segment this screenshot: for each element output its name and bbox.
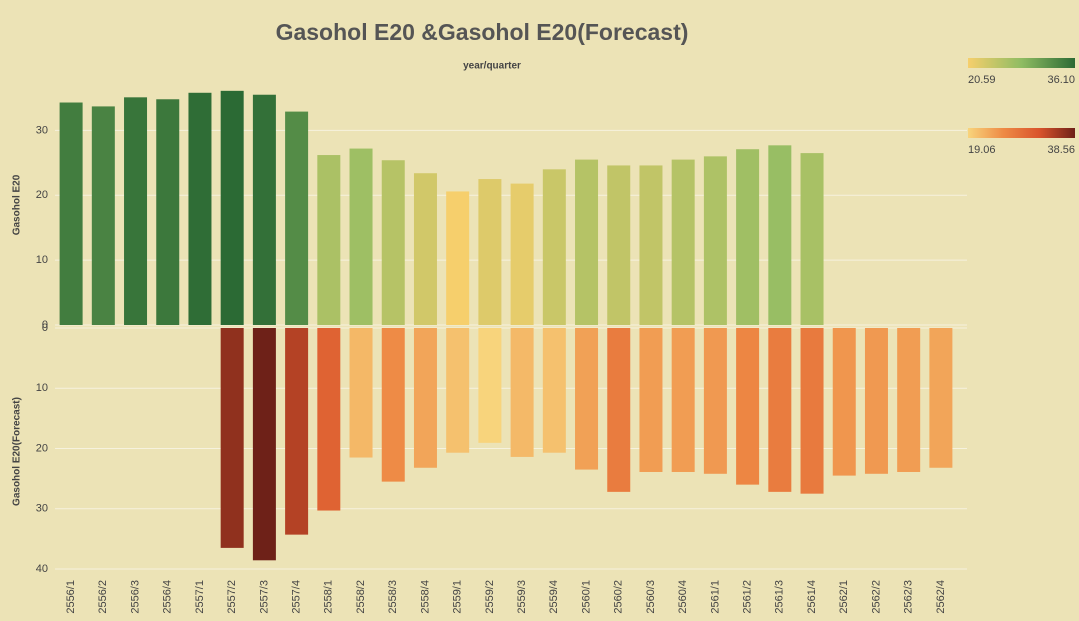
bar — [59, 102, 83, 325]
bar — [800, 153, 824, 325]
x-tick-label: 2557/4 — [291, 580, 303, 614]
bar — [832, 328, 856, 476]
x-tick-label: 2561/1 — [709, 580, 721, 614]
x-tick-label: 2557/3 — [258, 580, 270, 614]
x-tick-label: 2558/4 — [419, 580, 431, 614]
bar — [768, 145, 792, 325]
x-tick-label: 2556/4 — [162, 580, 174, 614]
x-tick-label: 2560/1 — [580, 580, 592, 614]
x-tick-label: 2561/4 — [806, 580, 818, 614]
bar — [639, 165, 663, 325]
bar — [478, 179, 502, 325]
bar — [188, 92, 212, 325]
x-tick-label: 2556/3 — [129, 580, 141, 614]
y-tick-label: 0 — [42, 319, 48, 331]
bar — [607, 328, 631, 492]
y-tick-label: 10 — [36, 254, 48, 266]
x-tick-label: 2559/4 — [548, 580, 560, 614]
y-tick-label: 0 — [42, 322, 48, 334]
bar — [703, 156, 727, 325]
bar — [510, 183, 534, 325]
legend-max: 38.56 — [1047, 144, 1075, 156]
bar — [575, 328, 599, 470]
x-tick-label: 2561/3 — [774, 580, 786, 614]
bar — [124, 97, 148, 325]
y-tick-label: 20 — [36, 442, 48, 454]
bar — [800, 328, 824, 494]
bar — [542, 169, 566, 325]
bar — [639, 328, 663, 472]
bar — [607, 165, 631, 325]
bar — [317, 328, 341, 511]
bar — [575, 159, 599, 325]
legend-min: 19.06 — [968, 144, 996, 156]
bar — [542, 328, 566, 453]
x-tick-label: 2560/3 — [645, 580, 657, 614]
x-tick-label: 2557/2 — [226, 580, 238, 614]
legend-min: 20.59 — [968, 74, 996, 86]
color-legend — [968, 128, 1075, 138]
x-tick-label: 2558/1 — [323, 580, 335, 614]
x-tick-label: 2560/2 — [613, 580, 625, 614]
y-tick-label: 30 — [36, 503, 48, 515]
x-tick-label: 2558/3 — [387, 580, 399, 614]
x-tick-label: 2556/1 — [65, 580, 77, 614]
bar — [413, 173, 437, 325]
bar — [381, 328, 405, 482]
bar — [671, 159, 695, 325]
y-axis-title: Gasohol E20 — [12, 174, 23, 235]
x-tick-label: 2562/4 — [935, 580, 947, 614]
y-tick-label: 10 — [36, 382, 48, 394]
legend-max: 36.10 — [1047, 74, 1075, 86]
y-axis-title: Gasohol E20(Forecast) — [12, 397, 23, 506]
chart-title: Gasohol E20 &Gasohol E20(Forecast) — [276, 19, 689, 45]
bar — [285, 111, 309, 325]
x-tick-label: 2559/1 — [452, 580, 464, 614]
x-tick-label: 2562/3 — [903, 580, 915, 614]
bar — [703, 328, 727, 474]
bar — [510, 328, 534, 457]
bar — [446, 328, 470, 453]
bar — [768, 328, 792, 492]
bar — [252, 328, 276, 561]
y-tick-label: 40 — [36, 563, 48, 575]
bar — [671, 328, 695, 472]
y-tick-label: 30 — [36, 124, 48, 136]
bar — [413, 328, 437, 468]
x-tick-label: 2557/1 — [194, 580, 206, 614]
bar — [91, 106, 115, 326]
bar — [349, 148, 373, 325]
bar — [736, 328, 760, 485]
x-tick-label: 2556/2 — [97, 580, 109, 614]
bar — [317, 155, 341, 325]
bar — [446, 191, 470, 325]
x-tick-label: 2559/3 — [516, 580, 528, 614]
color-legend — [968, 58, 1075, 68]
bar — [929, 328, 953, 468]
x-tick-label: 2558/2 — [355, 580, 367, 614]
bar — [285, 328, 309, 535]
bar — [156, 99, 180, 326]
chart-subtitle: year/quarter — [463, 61, 521, 72]
bar — [381, 160, 405, 325]
bar — [736, 149, 760, 325]
x-tick-label: 2562/1 — [838, 580, 850, 614]
bar — [478, 328, 502, 443]
x-tick-label: 2560/4 — [677, 580, 689, 614]
bar — [220, 90, 244, 326]
bar — [349, 328, 373, 458]
x-tick-label: 2562/2 — [870, 580, 882, 614]
bar — [252, 94, 276, 325]
x-tick-label: 2559/2 — [484, 580, 496, 614]
bar — [897, 328, 921, 472]
bar — [864, 328, 888, 474]
y-tick-label: 20 — [36, 189, 48, 201]
bar — [220, 328, 244, 548]
x-tick-label: 2561/2 — [742, 580, 754, 614]
